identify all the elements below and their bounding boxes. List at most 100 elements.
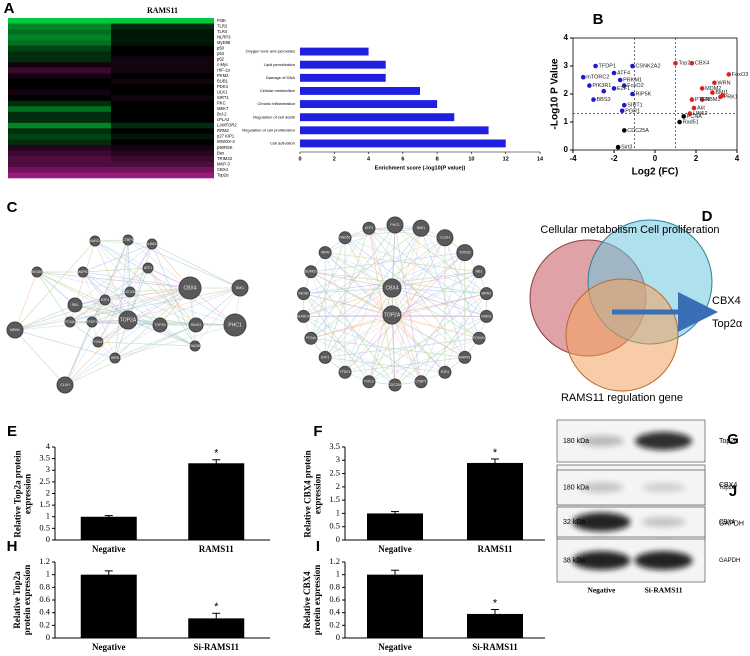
point: [591, 97, 596, 102]
heat-cell: [8, 89, 111, 96]
network-edge: [310, 287, 393, 339]
network-node: [388, 378, 402, 392]
network-edge: [97, 341, 196, 347]
point-label: ATF4: [617, 70, 630, 76]
heat-cell: [111, 56, 214, 63]
error-bar: [212, 612, 221, 624]
row-label: p53: [217, 51, 225, 56]
network-edge: [368, 228, 393, 289]
heat-cell: [111, 128, 214, 135]
network-node: [178, 276, 202, 300]
node-label: TFDP1: [86, 320, 97, 324]
y-tick-label: 0.8: [329, 581, 340, 591]
y-tick-label: 1: [336, 569, 340, 579]
node-label: SUMO2: [305, 270, 318, 274]
network-edge: [324, 228, 422, 358]
y-tick-label: 2: [46, 487, 50, 497]
node-label: CLUH: [60, 383, 70, 387]
network-node: [142, 262, 154, 274]
y-tick-label: 0.4: [39, 607, 50, 617]
network-edge: [368, 287, 393, 382]
network-node: [122, 234, 134, 246]
row-label: PKC: [217, 101, 226, 106]
node-label: PHC1: [228, 322, 242, 328]
y-axis-label: Relative Top2a protein expression: [12, 564, 32, 636]
network-edge: [69, 267, 149, 323]
network-node: [338, 231, 352, 245]
heat-cell: [111, 62, 214, 68]
row-label: LAMTOR2: [217, 123, 237, 128]
network-edge: [64, 321, 93, 386]
network-edge: [127, 287, 241, 321]
error-bar: [491, 609, 499, 619]
row-label: SIRT1: [217, 95, 229, 100]
heat-cell: [8, 34, 111, 41]
network-edge: [324, 228, 370, 358]
heat-cell: [111, 73, 214, 79]
lane-label: Si-RAMS11: [645, 586, 683, 595]
point: [617, 77, 623, 83]
heat-cell: [111, 45, 214, 52]
bar: [467, 462, 523, 540]
point: [593, 63, 598, 69]
y-tick-label: 3: [336, 454, 340, 464]
node-label: SMARCA4: [295, 314, 312, 318]
x-tick-label: -2: [610, 154, 618, 163]
network-edge: [391, 314, 396, 386]
network-node: [386, 216, 404, 234]
y-tick-label: 0: [336, 632, 340, 642]
protein-label: CBX4: [719, 482, 737, 489]
network-node: [438, 365, 452, 379]
network-edge: [94, 240, 191, 289]
panel-letter: E: [7, 423, 17, 440]
network-node: [382, 278, 402, 298]
network-node: [188, 317, 204, 333]
heat-cell: [111, 40, 214, 46]
x-tick-label: -4: [569, 154, 577, 163]
node-label: CBX4: [183, 285, 196, 291]
size-label: 180 kDa: [563, 438, 589, 445]
x-tick-label: Negative: [92, 642, 126, 652]
network-edge: [391, 287, 422, 382]
point-label: CSNK2A2: [635, 63, 660, 69]
y-tick-label: 0.5: [39, 522, 50, 532]
network-node: [479, 287, 493, 301]
row-label: MyD88: [217, 40, 231, 45]
row-label: MEK7: [217, 106, 229, 111]
x-tick-label: 0: [653, 154, 658, 163]
row-label: p90RSK: [217, 145, 233, 150]
row-label: NLRP3: [217, 34, 231, 39]
network-edge: [368, 228, 466, 358]
y-tick-label: 1.2: [329, 556, 340, 566]
network-edge: [14, 329, 66, 386]
y-tick-label: 3: [564, 61, 569, 70]
network-edge: [127, 239, 191, 289]
error-bar: [104, 515, 113, 518]
heat-cell: [111, 84, 214, 91]
network-edge: [368, 228, 396, 386]
network-edge: [391, 287, 487, 317]
point-label: FoxO2: [627, 83, 644, 89]
network-edge: [344, 224, 396, 373]
heat-cell: [8, 62, 111, 68]
point-label: FoxO3: [732, 72, 749, 78]
y-tick-label: 0: [46, 632, 50, 642]
point: [691, 105, 697, 111]
size-label: 38 kDa: [563, 557, 585, 564]
network-edge: [344, 237, 487, 294]
y-axis-label: -Log10 P Value: [550, 58, 561, 129]
category-label: Damage of DNA: [266, 75, 295, 80]
heat-cell: [8, 40, 111, 46]
heat-cell: [8, 133, 111, 140]
node-label: E2F4: [101, 298, 109, 302]
heat-cell: [8, 139, 111, 146]
row-label: WWOX-3: [217, 139, 235, 144]
y-tick-label: 2: [564, 89, 569, 98]
blot-band: [572, 512, 631, 532]
network-node: [189, 340, 201, 352]
error-bar: [104, 570, 113, 579]
node-label: BMI1: [417, 226, 425, 230]
panel-letter: C: [7, 199, 18, 216]
protein-label: Top2α: [719, 485, 736, 491]
